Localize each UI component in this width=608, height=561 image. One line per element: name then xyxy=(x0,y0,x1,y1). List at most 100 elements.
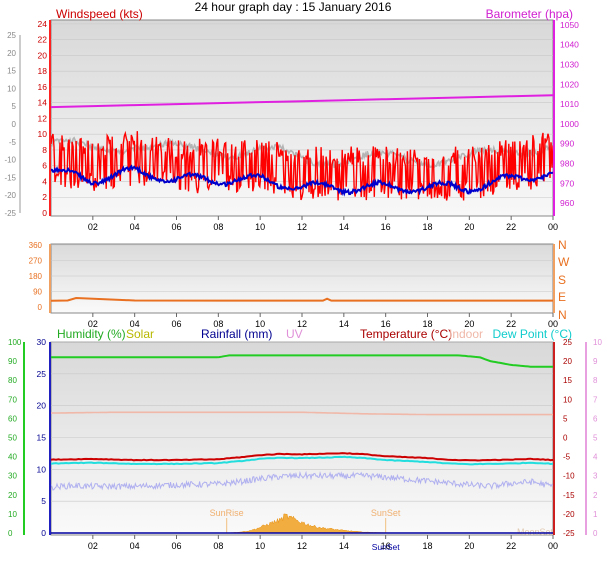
x-tick-label: 00 xyxy=(548,222,558,232)
x-tick-label: 08 xyxy=(213,541,223,551)
uv-tick-label: 9 xyxy=(593,357,598,366)
outer-tick-label: 25 xyxy=(7,31,16,40)
barometer-tick-label: 1040 xyxy=(560,40,579,50)
barometer-tick-label: 1050 xyxy=(560,20,579,30)
x-tick-label: 00 xyxy=(548,319,558,329)
uv-tick-label: 4 xyxy=(593,453,598,462)
legend-rainfall: Rainfall (mm) xyxy=(201,327,272,341)
x-tick-label: 02 xyxy=(88,319,98,329)
uv-tick-label: 5 xyxy=(593,434,598,443)
humidity-tick-label: 10 xyxy=(8,510,17,519)
wind-direction-series-line xyxy=(50,296,553,302)
x-tick-label: 02 xyxy=(88,222,98,232)
temperature-tick-label: 10 xyxy=(563,395,572,404)
x-tick-label: 06 xyxy=(171,222,181,232)
rainfall-tick-label: 30 xyxy=(37,337,47,347)
windspeed-tick-label: 14 xyxy=(38,98,48,108)
barometer-tick-label: 1000 xyxy=(560,119,579,129)
x-tick-label: 08 xyxy=(213,319,223,329)
temperature-panel xyxy=(50,341,554,536)
humidity-tick-label: 30 xyxy=(8,472,17,481)
barometer-tick-label: 970 xyxy=(560,178,574,188)
direction-tick-label: 270 xyxy=(29,257,43,266)
apparent-temperature-series-line xyxy=(50,470,554,491)
direction-panel xyxy=(50,243,554,314)
uv-tick-label: 10 xyxy=(593,338,602,347)
windspeed-series-line xyxy=(50,130,554,201)
outer-tick-label: 20 xyxy=(7,49,16,58)
temperature-tick-label: -25 xyxy=(563,529,575,538)
humidity-tick-label: 80 xyxy=(8,376,17,385)
x-tick-label: 22 xyxy=(506,222,516,232)
temperature-tick-label: -15 xyxy=(563,491,575,500)
x-tick-label: 02 xyxy=(88,541,98,551)
humidity-tick-label: 0 xyxy=(8,529,13,538)
wind-average-series-line xyxy=(50,164,554,197)
x-tick-label: 22 xyxy=(506,319,516,329)
dew-point-series-line xyxy=(50,455,554,466)
direction-tick-label: 360 xyxy=(29,241,43,250)
x-tick-label: 18 xyxy=(422,222,432,232)
x-tick-label: 08 xyxy=(213,222,223,232)
x-tick-label: 00 xyxy=(548,541,558,551)
chart-title: 24 hour graph day : 15 January 2016 xyxy=(195,0,392,14)
uv-tick-label: 3 xyxy=(593,472,598,481)
barometer-tick-label: 1030 xyxy=(560,60,579,70)
humidity-tick-label: 20 xyxy=(8,491,17,500)
temperature-legend: Humidity (%) Solar Rainfall (mm) UV Temp… xyxy=(57,327,572,341)
legend-temperature: Temperature (°C) xyxy=(360,327,452,341)
temperature-tick-label: -20 xyxy=(563,510,575,519)
x-tick-label: 04 xyxy=(130,319,140,329)
barometer-tick-label: 990 xyxy=(560,139,574,149)
temperature-tick-label: 0 xyxy=(563,434,568,443)
windspeed-tick-label: 20 xyxy=(38,50,48,60)
windspeed-tick-label: 16 xyxy=(38,82,48,92)
barometer-tick-label: 1020 xyxy=(560,79,579,89)
legend-humidity: Humidity (%) xyxy=(57,327,126,341)
x-tick-label: 06 xyxy=(171,319,181,329)
temperature-tick-label: -10 xyxy=(563,472,575,481)
rainfall-tick-label: 15 xyxy=(37,433,47,443)
sunrise-label: SunRise xyxy=(210,508,244,518)
windspeed-tick-label: 4 xyxy=(42,176,47,186)
humidity-tick-label: 60 xyxy=(8,414,17,423)
humidity-tick-label: 90 xyxy=(8,357,17,366)
temperature-tick-label: 15 xyxy=(563,376,572,385)
windspeed-tick-label: 0 xyxy=(42,208,47,218)
x-tick-label: 04 xyxy=(130,541,140,551)
x-tick-label: 04 xyxy=(130,222,140,232)
compass-label: N xyxy=(558,238,567,252)
legend-indoor: Indoor xyxy=(449,327,483,341)
humidity-series-line xyxy=(51,354,553,368)
rainfall-tick-label: 25 xyxy=(37,369,47,379)
rainfall-tick-label: 10 xyxy=(37,464,47,474)
compass-label: W xyxy=(558,255,570,269)
windspeed-tick-label: 24 xyxy=(38,19,48,29)
uv-tick-label: 8 xyxy=(593,376,598,385)
x-tick-label: 12 xyxy=(297,222,307,232)
temperature-tick-label: 25 xyxy=(563,338,572,347)
compass-label: S xyxy=(558,273,566,287)
outer-tick-label: -5 xyxy=(9,138,17,147)
temperature-series-line xyxy=(50,452,554,462)
x-tick-label: 16 xyxy=(381,541,391,551)
outer-tick-label: -10 xyxy=(4,156,16,165)
x-tick-label: 16 xyxy=(381,319,391,329)
uv-tick-label: 7 xyxy=(593,395,598,404)
temperature-tick-label: -5 xyxy=(563,453,571,462)
indoor-temperature-series-line xyxy=(50,411,553,416)
direction-tick-label: 180 xyxy=(29,272,43,281)
uv-tick-label: 6 xyxy=(593,414,598,423)
barometer-tick-label: 980 xyxy=(560,159,574,169)
temperature-tick-label: 20 xyxy=(563,357,572,366)
compass-label: E xyxy=(558,290,566,304)
outer-tick-label: -20 xyxy=(4,191,16,200)
barometer-series-line xyxy=(50,94,554,109)
direction-tick-label: 0 xyxy=(38,303,43,312)
uv-tick-label: 2 xyxy=(593,491,598,500)
x-tick-label: 10 xyxy=(255,541,265,551)
direction-tick-label: 90 xyxy=(33,288,42,297)
windspeed-tick-label: 8 xyxy=(42,145,47,155)
